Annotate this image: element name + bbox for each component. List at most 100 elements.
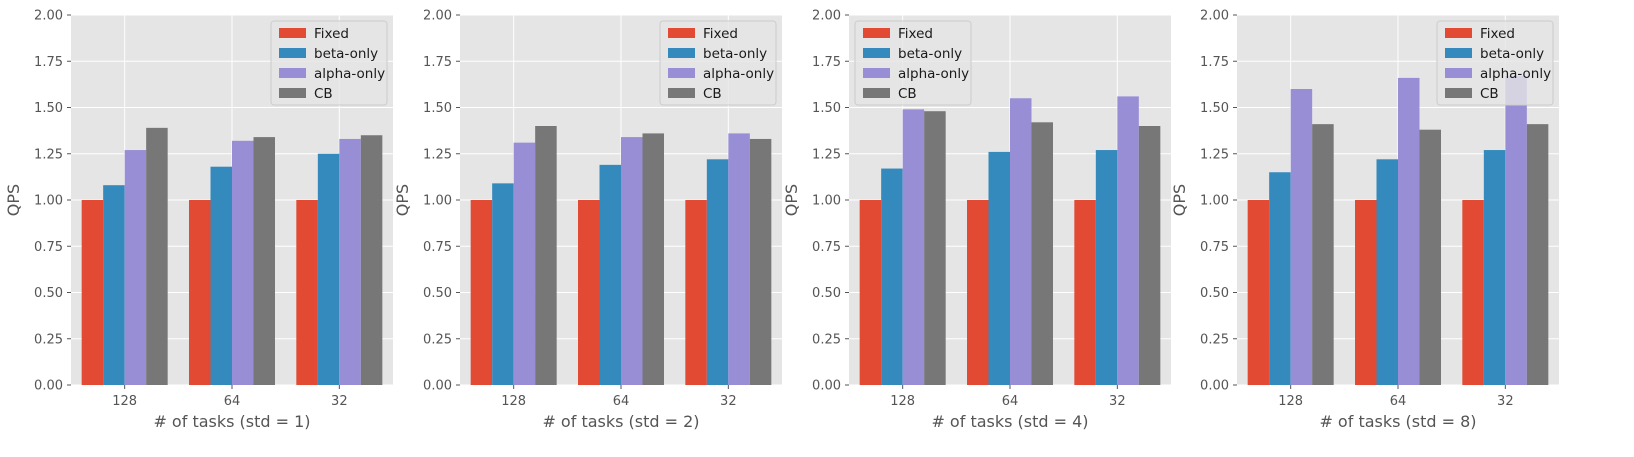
y-tick-label: 1.50 [1200,101,1229,116]
x-tick-label: 32 [331,394,348,409]
x-tick-label: 32 [1109,394,1126,409]
y-tick-label: 2.00 [34,9,63,24]
legend-entry: alpha-only [898,66,969,82]
bar-beta-only [1095,150,1118,385]
y-tick-label: 0.75 [34,240,63,255]
legend-swatch [279,28,306,38]
legend: Fixed beta-only alpha-only CB [270,20,388,106]
x-tick-label: 128 [1278,394,1303,409]
legend-entry: CB [314,86,333,102]
y-tick-label: 0.00 [423,379,452,394]
y-tick-label: 1.25 [812,147,841,162]
bar-fixed [1074,200,1096,385]
x-tick-label: 32 [720,394,737,409]
x-axis-label: # of tasks (std = 8) [1319,412,1476,431]
legend-entry: Fixed [703,26,738,42]
bar-cb [1031,122,1053,386]
chart-panel-2: 0.00 0.25 0.50 0.75 1.00 1.25 1.50 1.75 2.00 128 6… [393,9,782,431]
legend-entry: alpha-only [703,66,774,82]
legend-entry: beta-only [314,46,378,62]
legend-swatch [668,88,695,98]
x-tick-label: 128 [890,394,915,409]
bar-fixed [189,200,211,385]
bar-beta-only [1483,150,1506,385]
y-tick-label: 1.00 [34,194,63,209]
bar-cb [1419,129,1441,385]
bar-beta-only [1376,159,1398,385]
legend-entry: alpha-only [1480,66,1551,82]
legend-box [659,20,777,106]
y-tick-label: 1.00 [812,194,841,209]
x-axis-label: # of tasks (std = 1) [153,412,310,431]
bar-fixed [1247,200,1270,385]
x-axis-label: # of tasks (std = 2) [542,412,699,431]
bar-fixed [470,200,493,385]
bar-beta-only [1269,172,1291,385]
y-tick-label: 0.00 [34,379,63,394]
x-tick-label: 128 [112,394,137,409]
legend-entry: alpha-only [314,66,385,82]
legend: Fixed beta-only alpha-only CB [659,20,777,106]
bar-beta-only [317,153,340,385]
legend-swatch [668,68,695,78]
bar-beta-only [988,151,1010,385]
legend: Fixed beta-only alpha-only CB [854,20,972,106]
y-tick-label: 1.75 [34,55,63,70]
bar-beta-only [492,183,514,385]
y-tick-label: 0.00 [812,379,841,394]
y-tick-label: 2.00 [1200,9,1229,24]
x-tick-label: 128 [501,394,526,409]
y-tick-label: 1.75 [812,55,841,70]
bar-alpha-only [1117,96,1139,386]
y-tick-label: 0.75 [423,240,452,255]
bar-cb [1312,124,1334,386]
bar-alpha-only [124,150,147,385]
y-tick-label: 0.75 [812,240,841,255]
legend-swatch [863,68,890,78]
bar-fixed [859,200,882,385]
legend-swatch [279,88,306,98]
bar-alpha-only [232,140,254,385]
y-tick-label: 1.50 [34,101,63,116]
legend-swatch [668,48,695,58]
bar-cb [535,126,557,385]
y-tick-label: 1.50 [423,101,452,116]
y-tick-label: 1.25 [423,147,452,162]
x-tick-label: 64 [224,394,241,409]
legend-swatch [863,88,890,98]
bar-fixed [1355,200,1377,385]
bar-beta-only [881,168,903,385]
legend-entry: beta-only [1480,46,1544,62]
bar-beta-only [210,166,232,385]
bar-cb [360,135,383,385]
y-axis-label: QPS [782,184,801,216]
y-tick-label: 0.75 [1200,240,1229,255]
bar-beta-only [103,185,125,385]
legend-swatch [1445,68,1472,78]
legend-box [1436,20,1554,106]
bar-beta-only [599,164,621,385]
legend-swatch [863,48,890,58]
bar-alpha-only [621,137,643,385]
legend-entry: Fixed [898,26,933,42]
y-tick-label: 0.25 [423,332,452,347]
legend-entry: beta-only [703,46,767,62]
legend-entry: CB [703,86,722,102]
x-tick-label: 32 [1497,394,1514,409]
y-tick-label: 1.75 [423,55,452,70]
y-tick-label: 0.25 [34,332,63,347]
legend-box [854,20,972,106]
bar-beta-only [706,159,729,385]
y-tick-label: 2.00 [423,9,452,24]
bar-fixed [685,200,707,385]
bar-alpha-only [339,138,361,385]
bar-alpha-only [1505,76,1527,386]
bar-cb [924,111,946,385]
x-axis-label: # of tasks (std = 4) [931,412,1088,431]
bar-cb [1526,124,1549,386]
y-tick-label: 0.25 [1200,332,1229,347]
bar-alpha-only [902,109,925,385]
bar-cb [1138,126,1161,385]
bar-fixed [967,200,989,385]
bar-alpha-only [1290,89,1313,385]
